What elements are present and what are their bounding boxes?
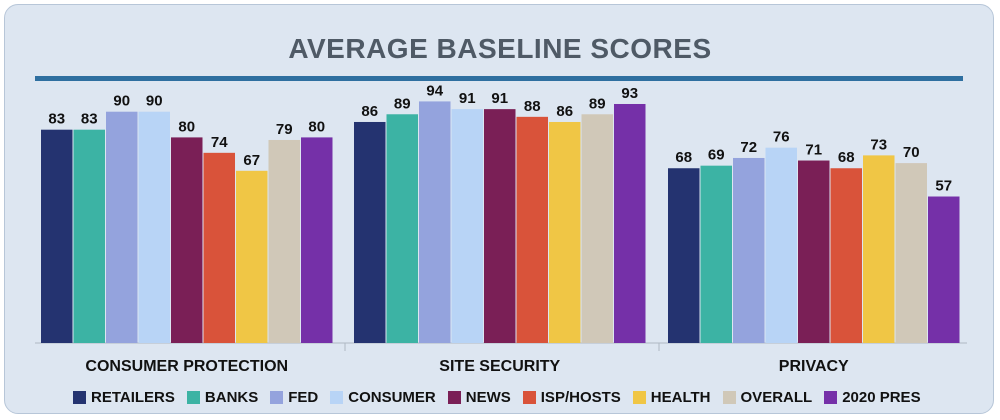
data-label: 68 (675, 149, 692, 166)
legend-label: NEWS (465, 389, 511, 406)
bar (863, 155, 895, 343)
data-label: 89 (394, 95, 411, 112)
data-label: 72 (740, 139, 757, 156)
bar (41, 129, 73, 343)
data-label: 90 (146, 93, 163, 110)
bar (171, 137, 203, 343)
bar (733, 157, 765, 343)
bar (386, 114, 418, 344)
data-label: 57 (935, 178, 952, 195)
legend-item: 2020 PRES (824, 389, 921, 406)
data-label: 94 (426, 82, 443, 99)
bar (236, 170, 268, 343)
bar (203, 152, 235, 343)
legend-swatch (186, 391, 200, 404)
bar (928, 196, 960, 343)
legend-item: FED (270, 389, 318, 406)
legend-label: ISP/HOSTS (540, 389, 621, 406)
bar (668, 168, 700, 343)
chart-title: AVERAGE BASELINE SCORES (288, 33, 712, 64)
data-label: 83 (48, 111, 65, 128)
bar-chart: 83 83 90 90 80 74 67 79 80 CONSUMER PROTECTION 86 8… (35, 82, 967, 375)
data-label: 73 (870, 136, 887, 153)
bar (581, 114, 613, 344)
legend-label: FED (288, 389, 319, 406)
data-label: 79 (276, 121, 293, 138)
legend-swatch (330, 391, 344, 404)
data-label: 67 (243, 152, 260, 169)
bar (516, 116, 548, 343)
legend-swatch (270, 391, 284, 404)
data-label: 86 (361, 103, 378, 120)
category-label: SITE SECURITY (439, 358, 560, 375)
bar (614, 103, 646, 344)
data-label: 91 (491, 90, 508, 107)
legend-label: CONSUMER (348, 389, 436, 406)
data-label: 83 (81, 111, 98, 128)
legend-item: ISP/HOSTS (522, 389, 621, 406)
legend-item: HEALTH (632, 389, 711, 406)
bar (354, 121, 386, 343)
data-label: 88 (524, 98, 541, 115)
bar (549, 121, 581, 343)
legend-label: RETAILERS (91, 389, 175, 406)
data-label: 76 (773, 129, 790, 146)
bar (451, 109, 483, 343)
data-label: 68 (838, 149, 855, 166)
legend-label: HEALTH (650, 389, 711, 406)
bar (73, 129, 105, 343)
bar (301, 137, 333, 343)
legend-label: OVERALL (740, 389, 813, 406)
chart-legend: RETAILERS BANKS FED CONSUMER NEWS ISP/HOSTS HE… (73, 389, 933, 406)
bar (419, 101, 451, 343)
bar (700, 165, 732, 343)
legend-swatch (632, 391, 646, 404)
data-label: 71 (805, 142, 822, 159)
legend-item: RETAILERS (73, 389, 175, 406)
data-label: 90 (113, 93, 130, 110)
bar (765, 147, 797, 343)
data-label: 86 (556, 103, 573, 120)
bar (484, 109, 516, 343)
bar (138, 111, 170, 343)
chart-frame: AVERAGE BASELINE SCORES 83 83 90 90 80 74 67 79… (4, 4, 994, 414)
legend-item: BANKS (186, 389, 259, 406)
bar (268, 139, 300, 343)
category-label: CONSUMER PROTECTION (85, 358, 288, 375)
data-label: 80 (308, 118, 325, 135)
data-label: 80 (178, 118, 195, 135)
legend-swatch (73, 391, 86, 404)
bar (106, 111, 138, 343)
data-label: 91 (459, 90, 476, 107)
data-label: 89 (589, 95, 606, 112)
data-label: 74 (211, 134, 228, 151)
data-label: 93 (621, 85, 638, 102)
legend-label: BANKS (204, 389, 259, 406)
title-divider (35, 76, 963, 81)
legend-swatch (722, 391, 736, 404)
legend-swatch (824, 391, 838, 404)
bar (830, 168, 862, 343)
data-label: 69 (708, 147, 725, 164)
data-label: 70 (903, 144, 920, 161)
legend-item: CONSUMER (330, 389, 436, 406)
legend-swatch (522, 391, 536, 404)
legend-item: NEWS (447, 389, 511, 406)
legend-item: OVERALL (722, 389, 813, 406)
bar (798, 160, 830, 343)
category-label: PRIVACY (779, 358, 849, 375)
bar (895, 163, 927, 343)
legend-label: 2020 PRES (842, 389, 921, 406)
legend-swatch (447, 391, 461, 404)
